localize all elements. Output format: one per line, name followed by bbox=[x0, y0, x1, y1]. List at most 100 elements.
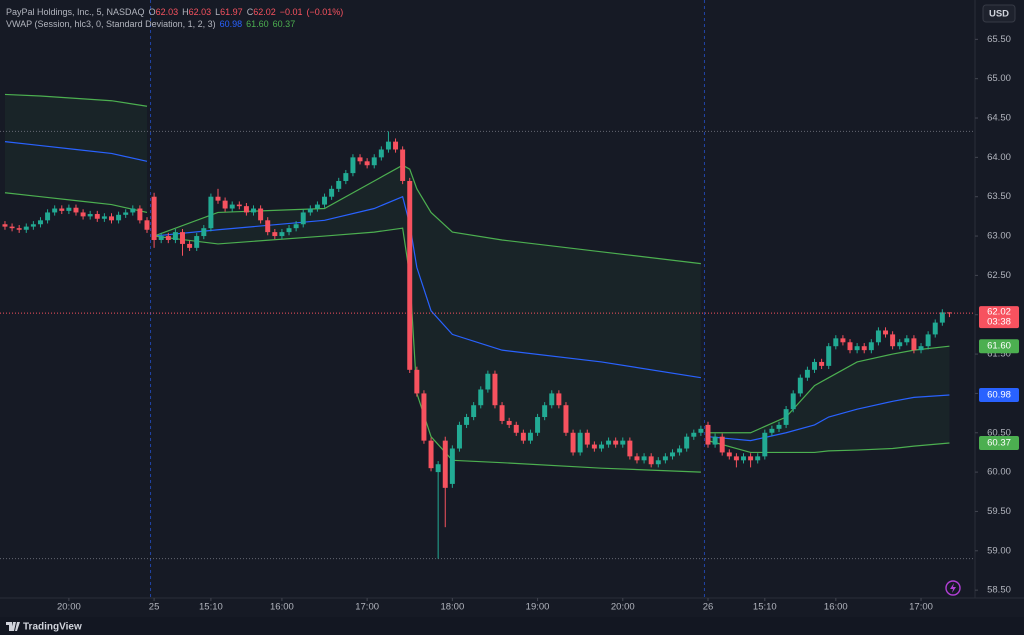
candle-body bbox=[918, 346, 924, 351]
y-tick-label: 63.50 bbox=[987, 191, 1011, 202]
candle-body bbox=[16, 228, 22, 230]
legend-indicator: VWAP (Session, hlc3, 0, Standard Deviati… bbox=[6, 18, 347, 30]
candle-body bbox=[506, 420, 512, 425]
y-tick-label: 60.50 bbox=[987, 427, 1011, 438]
indicator-value: 60.37 bbox=[272, 19, 296, 29]
candle-body bbox=[861, 346, 867, 351]
candle-body bbox=[123, 212, 129, 215]
y-tick-label: 58.50 bbox=[987, 585, 1011, 596]
candle-body bbox=[393, 141, 399, 150]
candle-body bbox=[883, 330, 889, 335]
candle-body bbox=[350, 157, 356, 174]
candle-body bbox=[187, 243, 193, 248]
candle-body bbox=[648, 456, 654, 465]
candle-body bbox=[73, 207, 79, 213]
candle-body bbox=[378, 149, 384, 158]
y-tick-label: 62.50 bbox=[987, 270, 1011, 281]
y-tick-label: 63.00 bbox=[987, 231, 1011, 242]
candle-body bbox=[890, 334, 896, 347]
candle-body bbox=[23, 226, 29, 230]
indicator-price-label: 61.60 bbox=[987, 341, 1011, 352]
currency: USD bbox=[989, 9, 1009, 20]
candle-body bbox=[527, 432, 533, 441]
candle-body bbox=[655, 460, 661, 465]
candle-body bbox=[371, 157, 377, 166]
candle-body bbox=[556, 393, 562, 406]
footer bbox=[0, 617, 1024, 635]
candle-body bbox=[513, 424, 519, 433]
candle-body bbox=[911, 338, 917, 351]
candle-body bbox=[748, 456, 754, 461]
x-tick-label: 19:00 bbox=[526, 602, 550, 613]
candle-body bbox=[783, 409, 789, 425]
candle-body bbox=[939, 312, 945, 323]
ohlc-value: 62.03 bbox=[188, 7, 212, 17]
price-axis bbox=[975, 0, 1024, 598]
indicator-value: 60.98 bbox=[219, 19, 243, 29]
candle-body bbox=[790, 393, 796, 410]
change-pct: (−0.01%) bbox=[306, 7, 344, 17]
x-tick-label: 17:00 bbox=[355, 602, 379, 613]
candle-body bbox=[570, 432, 576, 453]
candle-body bbox=[613, 440, 619, 445]
y-tick-label: 61.50 bbox=[987, 349, 1011, 360]
candle-body bbox=[535, 417, 541, 433]
ohlc-label: C bbox=[246, 7, 254, 17]
ohlc-label: O bbox=[148, 7, 156, 17]
candle-body bbox=[776, 424, 782, 429]
candle-body bbox=[364, 161, 370, 166]
x-tick-label: 15:10 bbox=[753, 602, 777, 613]
candle-body bbox=[229, 204, 235, 209]
candle-body bbox=[144, 220, 150, 230]
y-tick-label: 59.50 bbox=[987, 506, 1011, 517]
candle-body bbox=[662, 456, 668, 461]
candle-body bbox=[158, 236, 164, 240]
candle-body bbox=[620, 440, 626, 445]
alert-icon[interactable] bbox=[945, 580, 961, 596]
candle-body bbox=[137, 208, 143, 221]
ohlc-value: 62.02 bbox=[253, 7, 276, 17]
candle-body bbox=[741, 456, 746, 461]
x-tick-label: 26 bbox=[703, 602, 714, 613]
candle-body bbox=[804, 369, 810, 378]
indicator-name: VWAP (Session, hlc3, 0, Standard Deviati… bbox=[6, 19, 216, 29]
candle-body bbox=[819, 361, 825, 366]
y-tick-label: 60.00 bbox=[987, 467, 1011, 478]
candle-body bbox=[400, 149, 406, 181]
candle-body bbox=[279, 232, 285, 237]
candle-body bbox=[37, 220, 43, 225]
x-tick-label: 18:00 bbox=[440, 602, 464, 613]
candle-body bbox=[236, 204, 242, 207]
candle-body bbox=[300, 212, 306, 225]
candle-body bbox=[492, 373, 498, 406]
candle-body bbox=[322, 196, 328, 205]
candle-body bbox=[151, 196, 157, 240]
tv-logo[interactable] bbox=[6, 622, 20, 631]
candle-body bbox=[208, 196, 214, 229]
candle-body bbox=[471, 405, 477, 418]
candle-body bbox=[94, 214, 100, 219]
x-tick-label: 16:00 bbox=[824, 602, 848, 613]
alert-circle bbox=[945, 580, 961, 596]
indicator-price-label: 60.37 bbox=[987, 438, 1011, 449]
indicator-price-box bbox=[979, 435, 1019, 450]
candle-body bbox=[272, 232, 278, 237]
candle-body bbox=[684, 436, 690, 449]
candle-body bbox=[116, 214, 122, 221]
candle-body bbox=[385, 141, 391, 150]
candle-body bbox=[329, 188, 335, 197]
candle-body bbox=[904, 338, 910, 343]
brand[interactable]: TradingView bbox=[23, 622, 82, 633]
candle-body bbox=[456, 424, 462, 449]
candle-body bbox=[101, 216, 107, 219]
candle-body bbox=[314, 204, 320, 209]
currency-box[interactable] bbox=[982, 4, 1016, 23]
candle-body bbox=[542, 405, 548, 418]
band-fill bbox=[707, 346, 950, 453]
candle-body bbox=[52, 208, 58, 213]
candle-body bbox=[485, 373, 491, 390]
candle-body bbox=[826, 346, 832, 366]
